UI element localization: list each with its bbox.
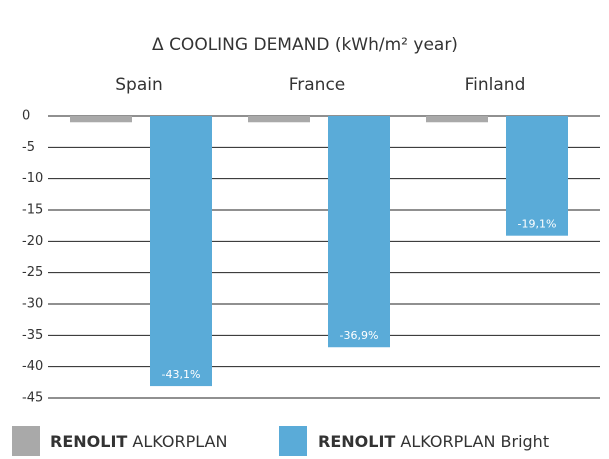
- category-label: France: [289, 75, 346, 95]
- bar: [426, 116, 488, 123]
- bar: [70, 116, 132, 123]
- bar: [506, 116, 568, 236]
- value-label: -43,1%: [162, 368, 201, 381]
- value-label: -19,1%: [518, 218, 557, 231]
- y-tick-label: -40: [22, 359, 43, 374]
- legend-label: RENOLIT ALKORPLAN Bright: [318, 432, 549, 451]
- y-tick-label: -15: [22, 203, 43, 218]
- category-label: Finland: [465, 75, 526, 95]
- legend-swatch: [279, 426, 307, 456]
- y-tick-label: -35: [22, 328, 43, 343]
- legend-label: RENOLIT ALKORPLAN: [50, 432, 227, 451]
- y-tick-label: -5: [22, 140, 35, 155]
- y-tick-label: -30: [22, 297, 43, 312]
- bar: [150, 116, 212, 387]
- bar: [328, 116, 390, 348]
- y-tick-label: 0: [22, 109, 30, 124]
- y-tick-label: -45: [22, 391, 43, 406]
- category-label: Spain: [115, 75, 163, 95]
- y-tick-label: -25: [22, 265, 43, 280]
- legend-swatch: [12, 426, 40, 456]
- value-label: -36,9%: [340, 329, 379, 342]
- y-tick-label: -10: [22, 171, 43, 186]
- chart-title: Δ COOLING DEMAND (kWh/m² year): [152, 35, 458, 55]
- bar: [248, 116, 310, 123]
- y-tick-label: -20: [22, 234, 43, 249]
